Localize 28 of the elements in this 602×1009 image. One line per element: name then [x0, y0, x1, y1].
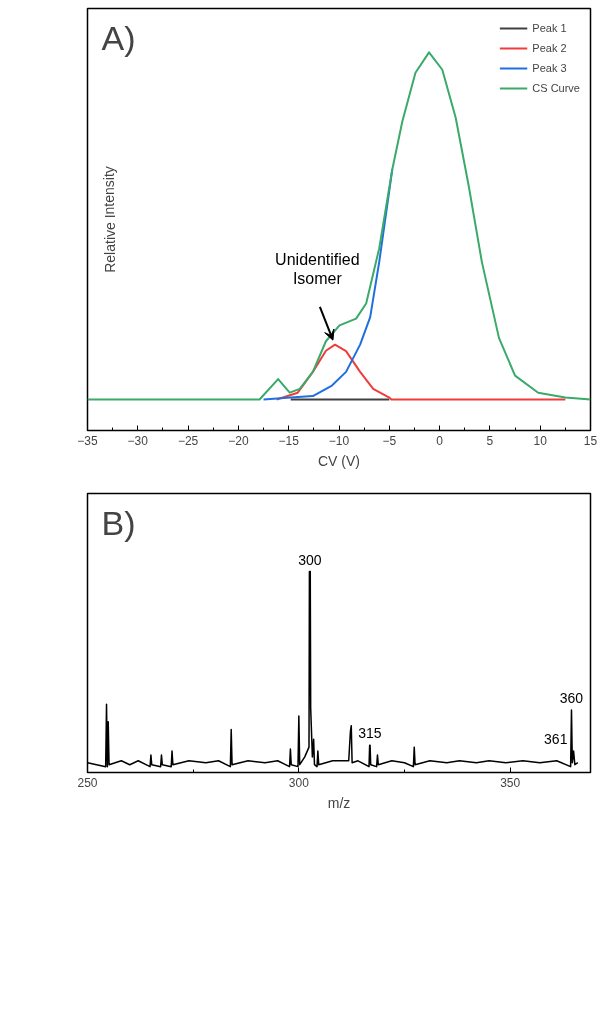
annotation: 300 — [298, 551, 322, 568]
y-axis-title: Relative Intensity — [101, 166, 118, 273]
x-tick-label: −5 — [382, 433, 397, 448]
x-axis-title: CV (V) — [318, 452, 360, 469]
x-tick-label: −25 — [177, 433, 199, 448]
annotation: A) — [101, 18, 136, 57]
text: B) — [101, 503, 136, 542]
x-tick-label: −30 — [127, 433, 149, 448]
x-tick-label: 10 — [533, 433, 548, 448]
annotation: Unidentified Isomer — [275, 251, 360, 287]
x-tick-label: 350 — [500, 775, 521, 790]
x-tick-label: 15 — [583, 433, 598, 448]
annotation: 361 — [544, 731, 568, 748]
x-tick-label: 5 — [486, 433, 494, 448]
legend-label: Peak 2 — [532, 42, 567, 54]
x-axis-title: m/z — [327, 794, 351, 811]
legend-label: Peak 3 — [532, 62, 567, 74]
x-tick-label: −15 — [278, 433, 300, 448]
x-tick-label: 0 — [436, 433, 444, 448]
x-tick-label: 300 — [288, 775, 310, 790]
x-tick-label: 250 — [77, 775, 98, 790]
x-tick-label: −35 — [77, 433, 98, 448]
legend-label: CS Curve — [532, 82, 580, 94]
annotation: 315 — [358, 725, 382, 742]
x-tick-label: −10 — [328, 433, 350, 448]
annotation: 360 — [559, 690, 584, 707]
legend-label: Peak 1 — [532, 22, 567, 34]
x-tick-label: −20 — [228, 433, 249, 448]
